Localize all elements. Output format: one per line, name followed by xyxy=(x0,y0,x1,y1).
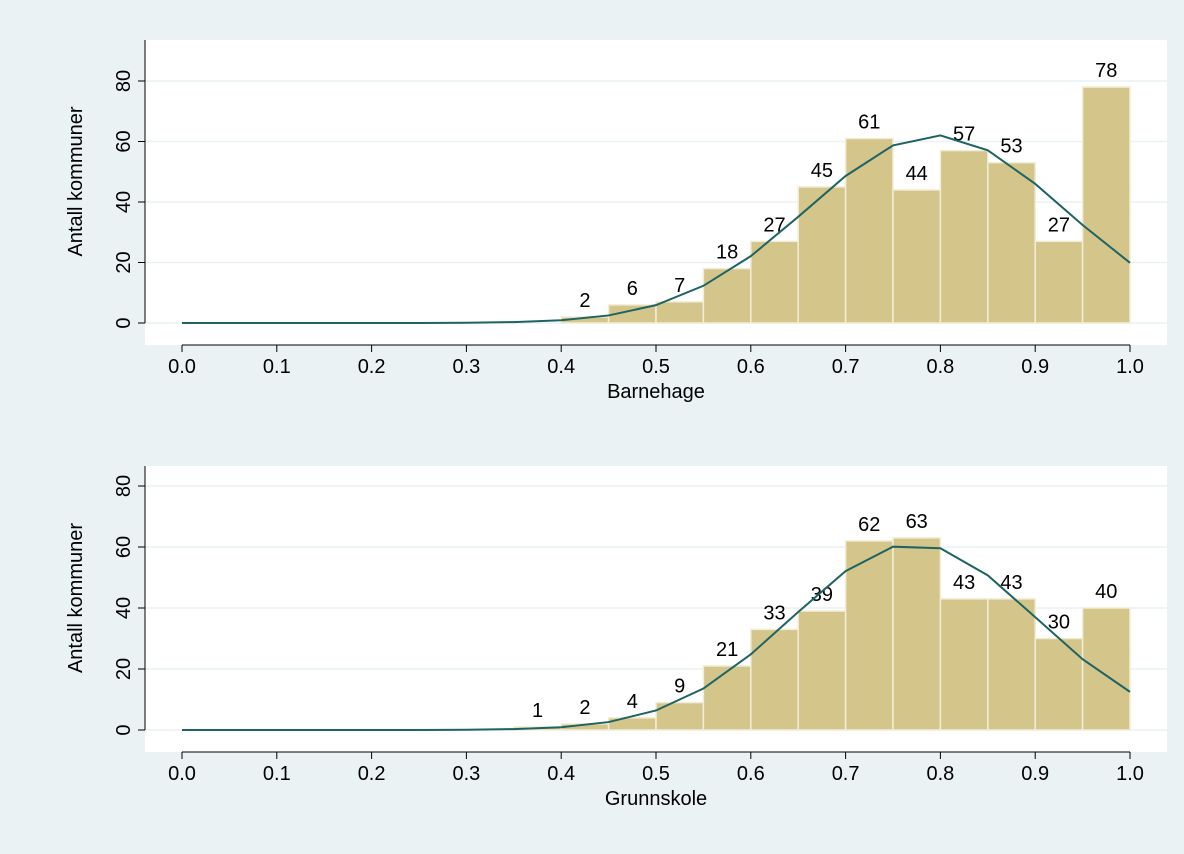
bar xyxy=(797,610,847,731)
data-label: 62 xyxy=(858,514,880,536)
y-tick-label: 60 xyxy=(113,130,135,152)
bar xyxy=(844,137,894,324)
bar xyxy=(939,598,989,731)
bar xyxy=(750,240,799,324)
y-tick-label: 60 xyxy=(113,536,135,558)
x-tick-label: 1.0 xyxy=(1116,763,1144,785)
x-tick-label: 0.7 xyxy=(832,356,860,378)
data-label: 18 xyxy=(716,242,738,264)
bar xyxy=(1081,86,1131,324)
x-tick-label: 0.9 xyxy=(1021,763,1049,785)
bar xyxy=(655,301,705,324)
data-label: 39 xyxy=(811,584,833,606)
data-label: 43 xyxy=(1000,572,1022,594)
bar xyxy=(702,267,752,324)
data-label: 9 xyxy=(674,676,685,698)
bar xyxy=(987,598,1036,731)
data-label: 4 xyxy=(627,691,638,713)
x-tick-label: 0.7 xyxy=(832,763,860,785)
data-label: 7 xyxy=(674,275,685,297)
x-tick-label: 0.2 xyxy=(358,356,386,378)
data-label: 21 xyxy=(716,639,738,661)
x-tick-label: 0.6 xyxy=(737,356,765,378)
bar xyxy=(702,665,752,731)
y-tick-label: 40 xyxy=(113,191,135,213)
data-label: 44 xyxy=(906,163,928,185)
y-tick-label: 0 xyxy=(113,317,135,328)
data-label: 61 xyxy=(858,111,880,133)
y-tick-label: 20 xyxy=(113,658,135,680)
x-axis-title: Grunnskole xyxy=(605,788,707,810)
data-label: 27 xyxy=(1048,214,1070,236)
bar xyxy=(939,149,989,324)
x-tick-label: 0.0 xyxy=(168,356,196,378)
bar xyxy=(1081,607,1131,731)
x-tick-label: 0.1 xyxy=(263,763,291,785)
data-label: 43 xyxy=(953,572,975,594)
data-label: 2 xyxy=(579,290,590,312)
bar xyxy=(892,537,942,731)
x-tick-label: 0.5 xyxy=(642,763,670,785)
density-curve xyxy=(182,134,1131,324)
x-tick-label: 1.0 xyxy=(1116,356,1144,378)
data-label: 2 xyxy=(579,697,590,719)
y-tick-label: 0 xyxy=(113,724,135,735)
x-tick-label: 0.6 xyxy=(737,763,765,785)
x-tick-label: 0.2 xyxy=(358,763,386,785)
data-label: 33 xyxy=(763,602,785,624)
density-curve xyxy=(182,545,1131,731)
data-label: 63 xyxy=(906,511,928,533)
x-tick-label: 0.8 xyxy=(926,356,954,378)
x-tick-label: 0.3 xyxy=(452,763,480,785)
y-axis-title: Antall kommuner xyxy=(65,523,87,673)
x-tick-label: 0.8 xyxy=(926,763,954,785)
bar xyxy=(844,540,894,731)
y-tick-label: 80 xyxy=(113,70,135,92)
bar xyxy=(892,189,942,324)
x-axis-title: Barnehage xyxy=(607,381,705,403)
x-tick-label: 0.5 xyxy=(642,356,670,378)
data-label: 78 xyxy=(1095,60,1117,82)
bar xyxy=(1034,637,1084,731)
x-tick-label: 0.4 xyxy=(547,356,575,378)
x-tick-label: 0.1 xyxy=(263,356,291,378)
data-label: 1 xyxy=(532,700,543,722)
y-tick-label: 40 xyxy=(113,597,135,619)
x-tick-label: 0.9 xyxy=(1021,356,1049,378)
bar xyxy=(1034,240,1084,324)
data-label: 45 xyxy=(811,160,833,182)
bar xyxy=(797,186,847,324)
x-tick-label: 0.4 xyxy=(547,763,575,785)
data-label: 40 xyxy=(1095,581,1117,603)
data-label: 6 xyxy=(627,278,638,300)
bar xyxy=(987,161,1036,324)
data-label: 30 xyxy=(1048,612,1070,634)
x-tick-label: 0.0 xyxy=(168,763,196,785)
y-tick-label: 80 xyxy=(113,475,135,497)
bar xyxy=(750,628,799,731)
data-label: 27 xyxy=(763,214,785,236)
x-tick-label: 0.3 xyxy=(452,356,480,378)
data-label: 53 xyxy=(1000,136,1022,158)
y-tick-label: 20 xyxy=(113,251,135,273)
y-axis-title: Antall kommuner xyxy=(65,106,87,256)
